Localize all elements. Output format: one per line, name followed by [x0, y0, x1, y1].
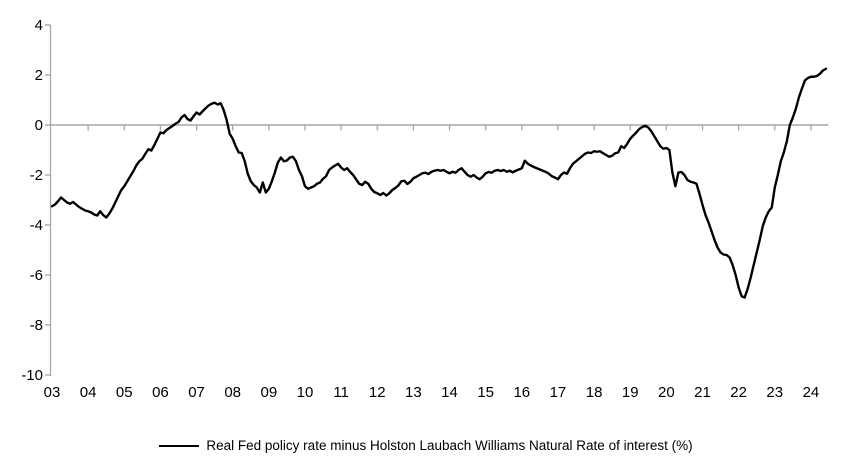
- y-axis-label: 4: [35, 17, 43, 34]
- legend-label: Real Fed policy rate minus Holston Lauba…: [206, 438, 693, 453]
- x-axis-label: 12: [369, 384, 386, 401]
- y-axis-label: 0: [35, 117, 43, 134]
- x-axis-label: 16: [513, 384, 530, 401]
- x-axis-label: 10: [297, 384, 314, 401]
- series-line: [50, 67, 828, 299]
- x-axis-label: 15: [477, 384, 494, 401]
- x-axis-label: 24: [803, 384, 820, 401]
- y-axis-label: -10: [21, 367, 43, 384]
- x-axis-label: 18: [586, 384, 603, 401]
- x-axis-label: 05: [116, 384, 133, 401]
- x-axis-label: 14: [441, 384, 458, 401]
- series-group: [50, 67, 828, 299]
- x-axis-label: 21: [694, 384, 711, 401]
- y-axis-label: -2: [30, 167, 43, 184]
- x-axis-label: 07: [188, 384, 205, 401]
- x-axis-label: 20: [658, 384, 675, 401]
- y-axis-label: 2: [35, 67, 43, 84]
- legend: Real Fed policy rate minus Holston Lauba…: [0, 438, 852, 453]
- x-axis-label: 09: [260, 384, 277, 401]
- x-axis-label: 22: [730, 384, 747, 401]
- x-axis-label: 04: [80, 384, 97, 401]
- legend-line-sample: [159, 444, 200, 447]
- x-axis-label: 19: [622, 384, 639, 401]
- y-axis-label: -4: [30, 217, 43, 234]
- x-axis-label: 23: [766, 384, 783, 401]
- y-axis-label: -6: [30, 267, 43, 284]
- axis-ticks: [45, 24, 812, 376]
- x-axis-label: 08: [224, 384, 241, 401]
- axes: [49, 25, 829, 376]
- x-axis-label: 13: [405, 384, 422, 401]
- x-axis-label: 03: [44, 384, 61, 401]
- x-axis-label: 17: [550, 384, 567, 401]
- x-axis-label: 06: [152, 384, 169, 401]
- x-axis-label: 11: [333, 384, 349, 401]
- y-axis-label: -8: [30, 317, 43, 334]
